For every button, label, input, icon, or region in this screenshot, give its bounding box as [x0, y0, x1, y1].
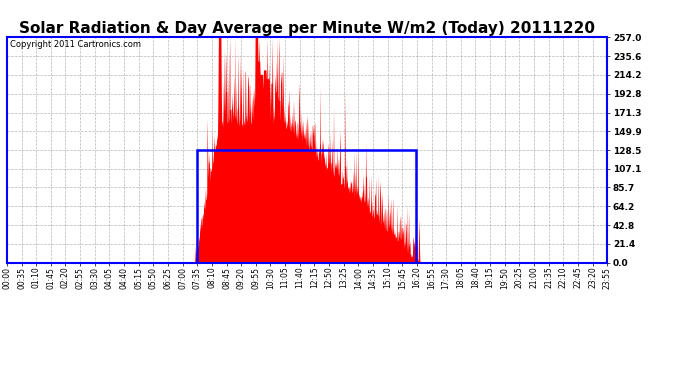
Text: Copyright 2011 Cartronics.com: Copyright 2011 Cartronics.com: [10, 40, 141, 49]
Bar: [197, 150, 415, 262]
Title: Solar Radiation & Day Average per Minute W/m2 (Today) 20111220: Solar Radiation & Day Average per Minute…: [19, 21, 595, 36]
